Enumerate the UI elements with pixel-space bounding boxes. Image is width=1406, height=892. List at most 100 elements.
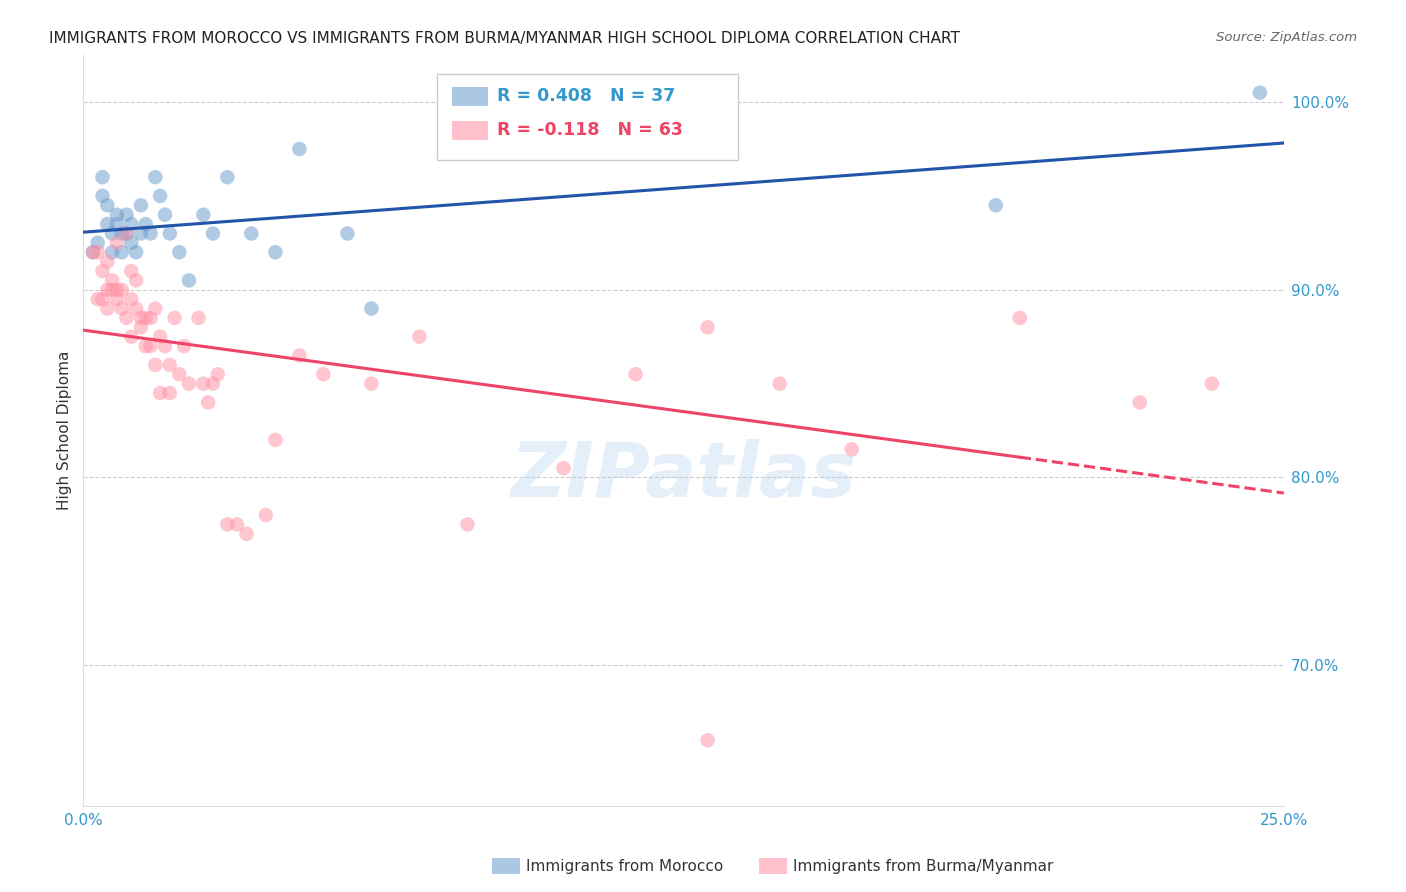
- Text: IMMIGRANTS FROM MOROCCO VS IMMIGRANTS FROM BURMA/MYANMAR HIGH SCHOOL DIPLOMA COR: IMMIGRANTS FROM MOROCCO VS IMMIGRANTS FR…: [49, 31, 960, 46]
- Point: [111, 301, 134, 316]
- Point: [1201, 376, 1223, 391]
- Point: [96, 283, 118, 297]
- Point: [105, 208, 128, 222]
- Point: [187, 310, 209, 325]
- Point: [177, 376, 200, 391]
- Point: [139, 310, 162, 325]
- Point: [139, 339, 162, 353]
- Point: [207, 368, 229, 382]
- Point: [115, 208, 138, 222]
- Point: [553, 461, 575, 475]
- Point: [115, 227, 138, 241]
- Point: [159, 227, 181, 241]
- Point: [624, 368, 647, 382]
- Point: [129, 198, 152, 212]
- Point: [201, 227, 224, 241]
- Point: [115, 310, 138, 325]
- Point: [153, 339, 176, 353]
- Point: [120, 292, 142, 306]
- Point: [86, 292, 108, 306]
- Point: [201, 376, 224, 391]
- Point: [240, 227, 263, 241]
- Point: [120, 329, 142, 343]
- Point: [129, 227, 152, 241]
- Point: [696, 320, 718, 334]
- Point: [91, 189, 114, 203]
- Text: R = 0.408   N = 37: R = 0.408 N = 37: [498, 87, 676, 105]
- Text: Source: ZipAtlas.com: Source: ZipAtlas.com: [1216, 31, 1357, 45]
- Point: [264, 245, 287, 260]
- Point: [149, 189, 172, 203]
- Point: [120, 217, 142, 231]
- Point: [86, 235, 108, 250]
- FancyBboxPatch shape: [451, 120, 488, 140]
- FancyBboxPatch shape: [451, 87, 488, 106]
- Point: [360, 376, 382, 391]
- Point: [96, 301, 118, 316]
- Point: [696, 733, 718, 747]
- Point: [101, 245, 124, 260]
- Point: [115, 227, 138, 241]
- Point: [177, 273, 200, 287]
- Point: [105, 217, 128, 231]
- Point: [91, 292, 114, 306]
- Point: [105, 235, 128, 250]
- Point: [120, 264, 142, 278]
- Point: [149, 329, 172, 343]
- Point: [96, 217, 118, 231]
- Point: [193, 376, 215, 391]
- Y-axis label: High School Diploma: High School Diploma: [58, 351, 72, 510]
- Point: [1008, 310, 1031, 325]
- Point: [769, 376, 792, 391]
- Point: [111, 283, 134, 297]
- Point: [101, 283, 124, 297]
- Text: Immigrants from Burma/Myanmar: Immigrants from Burma/Myanmar: [793, 859, 1053, 873]
- Point: [408, 329, 430, 343]
- Point: [169, 368, 191, 382]
- Text: ZIPatlas: ZIPatlas: [510, 439, 856, 513]
- Point: [139, 227, 162, 241]
- Point: [125, 301, 148, 316]
- Point: [143, 358, 166, 372]
- Point: [197, 395, 219, 409]
- Point: [360, 301, 382, 316]
- Point: [105, 283, 128, 297]
- Point: [120, 235, 142, 250]
- Point: [1129, 395, 1152, 409]
- Point: [217, 170, 239, 185]
- Point: [82, 245, 104, 260]
- Point: [129, 320, 152, 334]
- Point: [163, 310, 186, 325]
- Point: [984, 198, 1007, 212]
- FancyBboxPatch shape: [437, 74, 738, 161]
- Point: [1249, 86, 1271, 100]
- Point: [91, 170, 114, 185]
- Point: [159, 358, 181, 372]
- Point: [456, 517, 478, 532]
- Point: [101, 227, 124, 241]
- Point: [135, 310, 157, 325]
- Point: [129, 310, 152, 325]
- Point: [86, 245, 108, 260]
- Point: [217, 517, 239, 532]
- Point: [111, 245, 134, 260]
- Point: [254, 508, 277, 522]
- Point: [312, 368, 335, 382]
- Point: [264, 433, 287, 447]
- Point: [125, 245, 148, 260]
- Point: [159, 386, 181, 401]
- Point: [135, 339, 157, 353]
- Point: [153, 208, 176, 222]
- Point: [143, 170, 166, 185]
- Point: [841, 442, 863, 457]
- Point: [96, 254, 118, 268]
- Point: [105, 292, 128, 306]
- Text: R = -0.118   N = 63: R = -0.118 N = 63: [498, 121, 683, 139]
- Point: [173, 339, 195, 353]
- Point: [143, 301, 166, 316]
- Point: [111, 227, 134, 241]
- Point: [82, 245, 104, 260]
- Point: [135, 217, 157, 231]
- Point: [226, 517, 249, 532]
- Text: Immigrants from Morocco: Immigrants from Morocco: [526, 859, 723, 873]
